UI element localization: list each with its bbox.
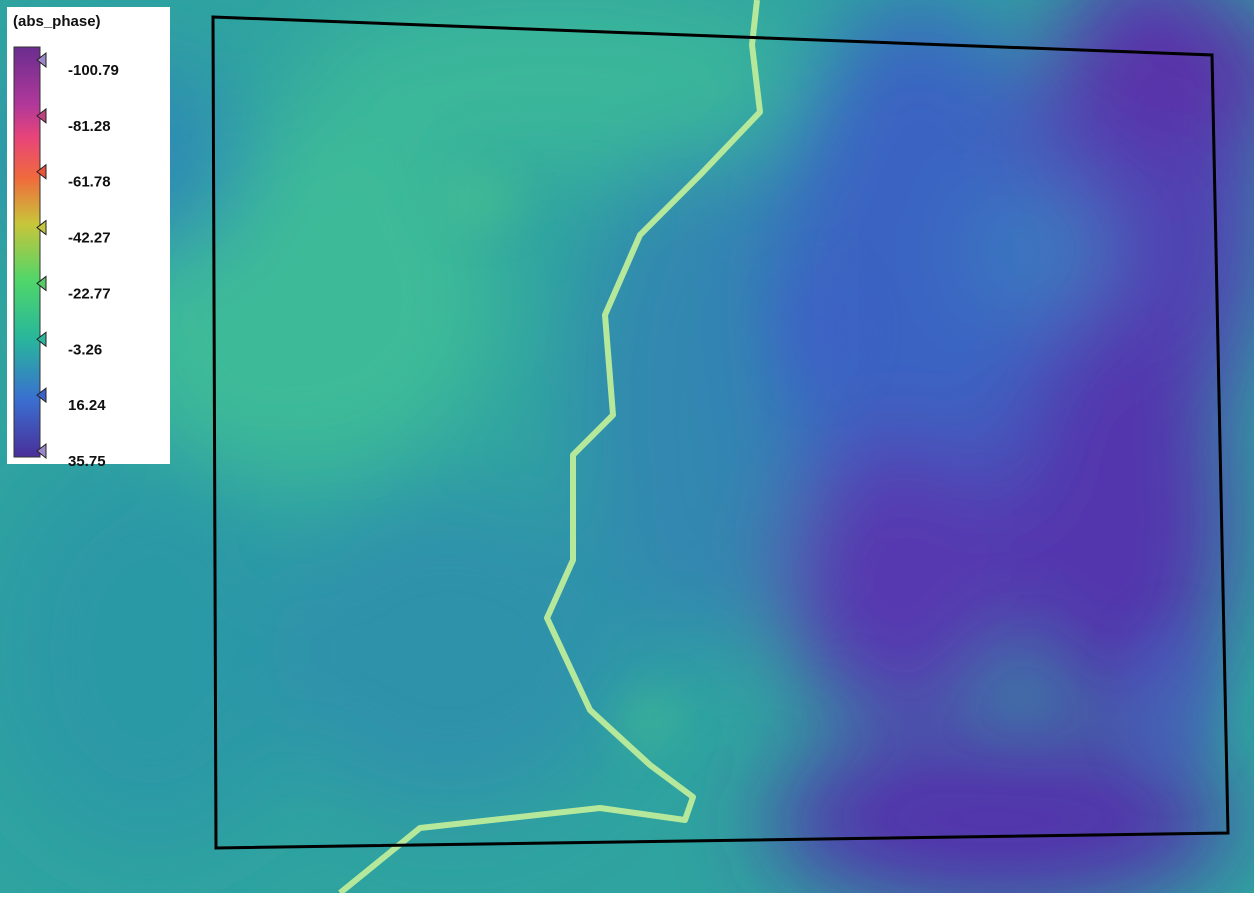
raster: [0, 0, 1254, 893]
legend: (abs_phase) -100.79 -81.28 -61.78 -42.27 -22…: [7, 7, 170, 470]
colorbar-tick-label: -42.27: [68, 230, 111, 247]
colorbar-tick-label: -61.78: [68, 174, 111, 191]
colorbar: [14, 47, 40, 457]
colorbar-tick-label: -22.77: [68, 285, 111, 302]
page: (abs_phase) -100.79 -81.28 -61.78 -42.27 -22…: [0, 0, 1254, 893]
colorbar-tick-label: -3.26: [68, 341, 102, 358]
legend-title: (abs_phase): [13, 13, 101, 30]
colorbar-tick-label: 35.75: [68, 453, 106, 470]
map-view: (abs_phase) -100.79 -81.28 -61.78 -42.27 -22…: [0, 0, 1254, 893]
colorbar-tick-label: -100.79: [68, 62, 119, 79]
colorbar-tick-label: -81.28: [68, 118, 111, 135]
colorbar-tick-label: 16.24: [68, 397, 106, 414]
